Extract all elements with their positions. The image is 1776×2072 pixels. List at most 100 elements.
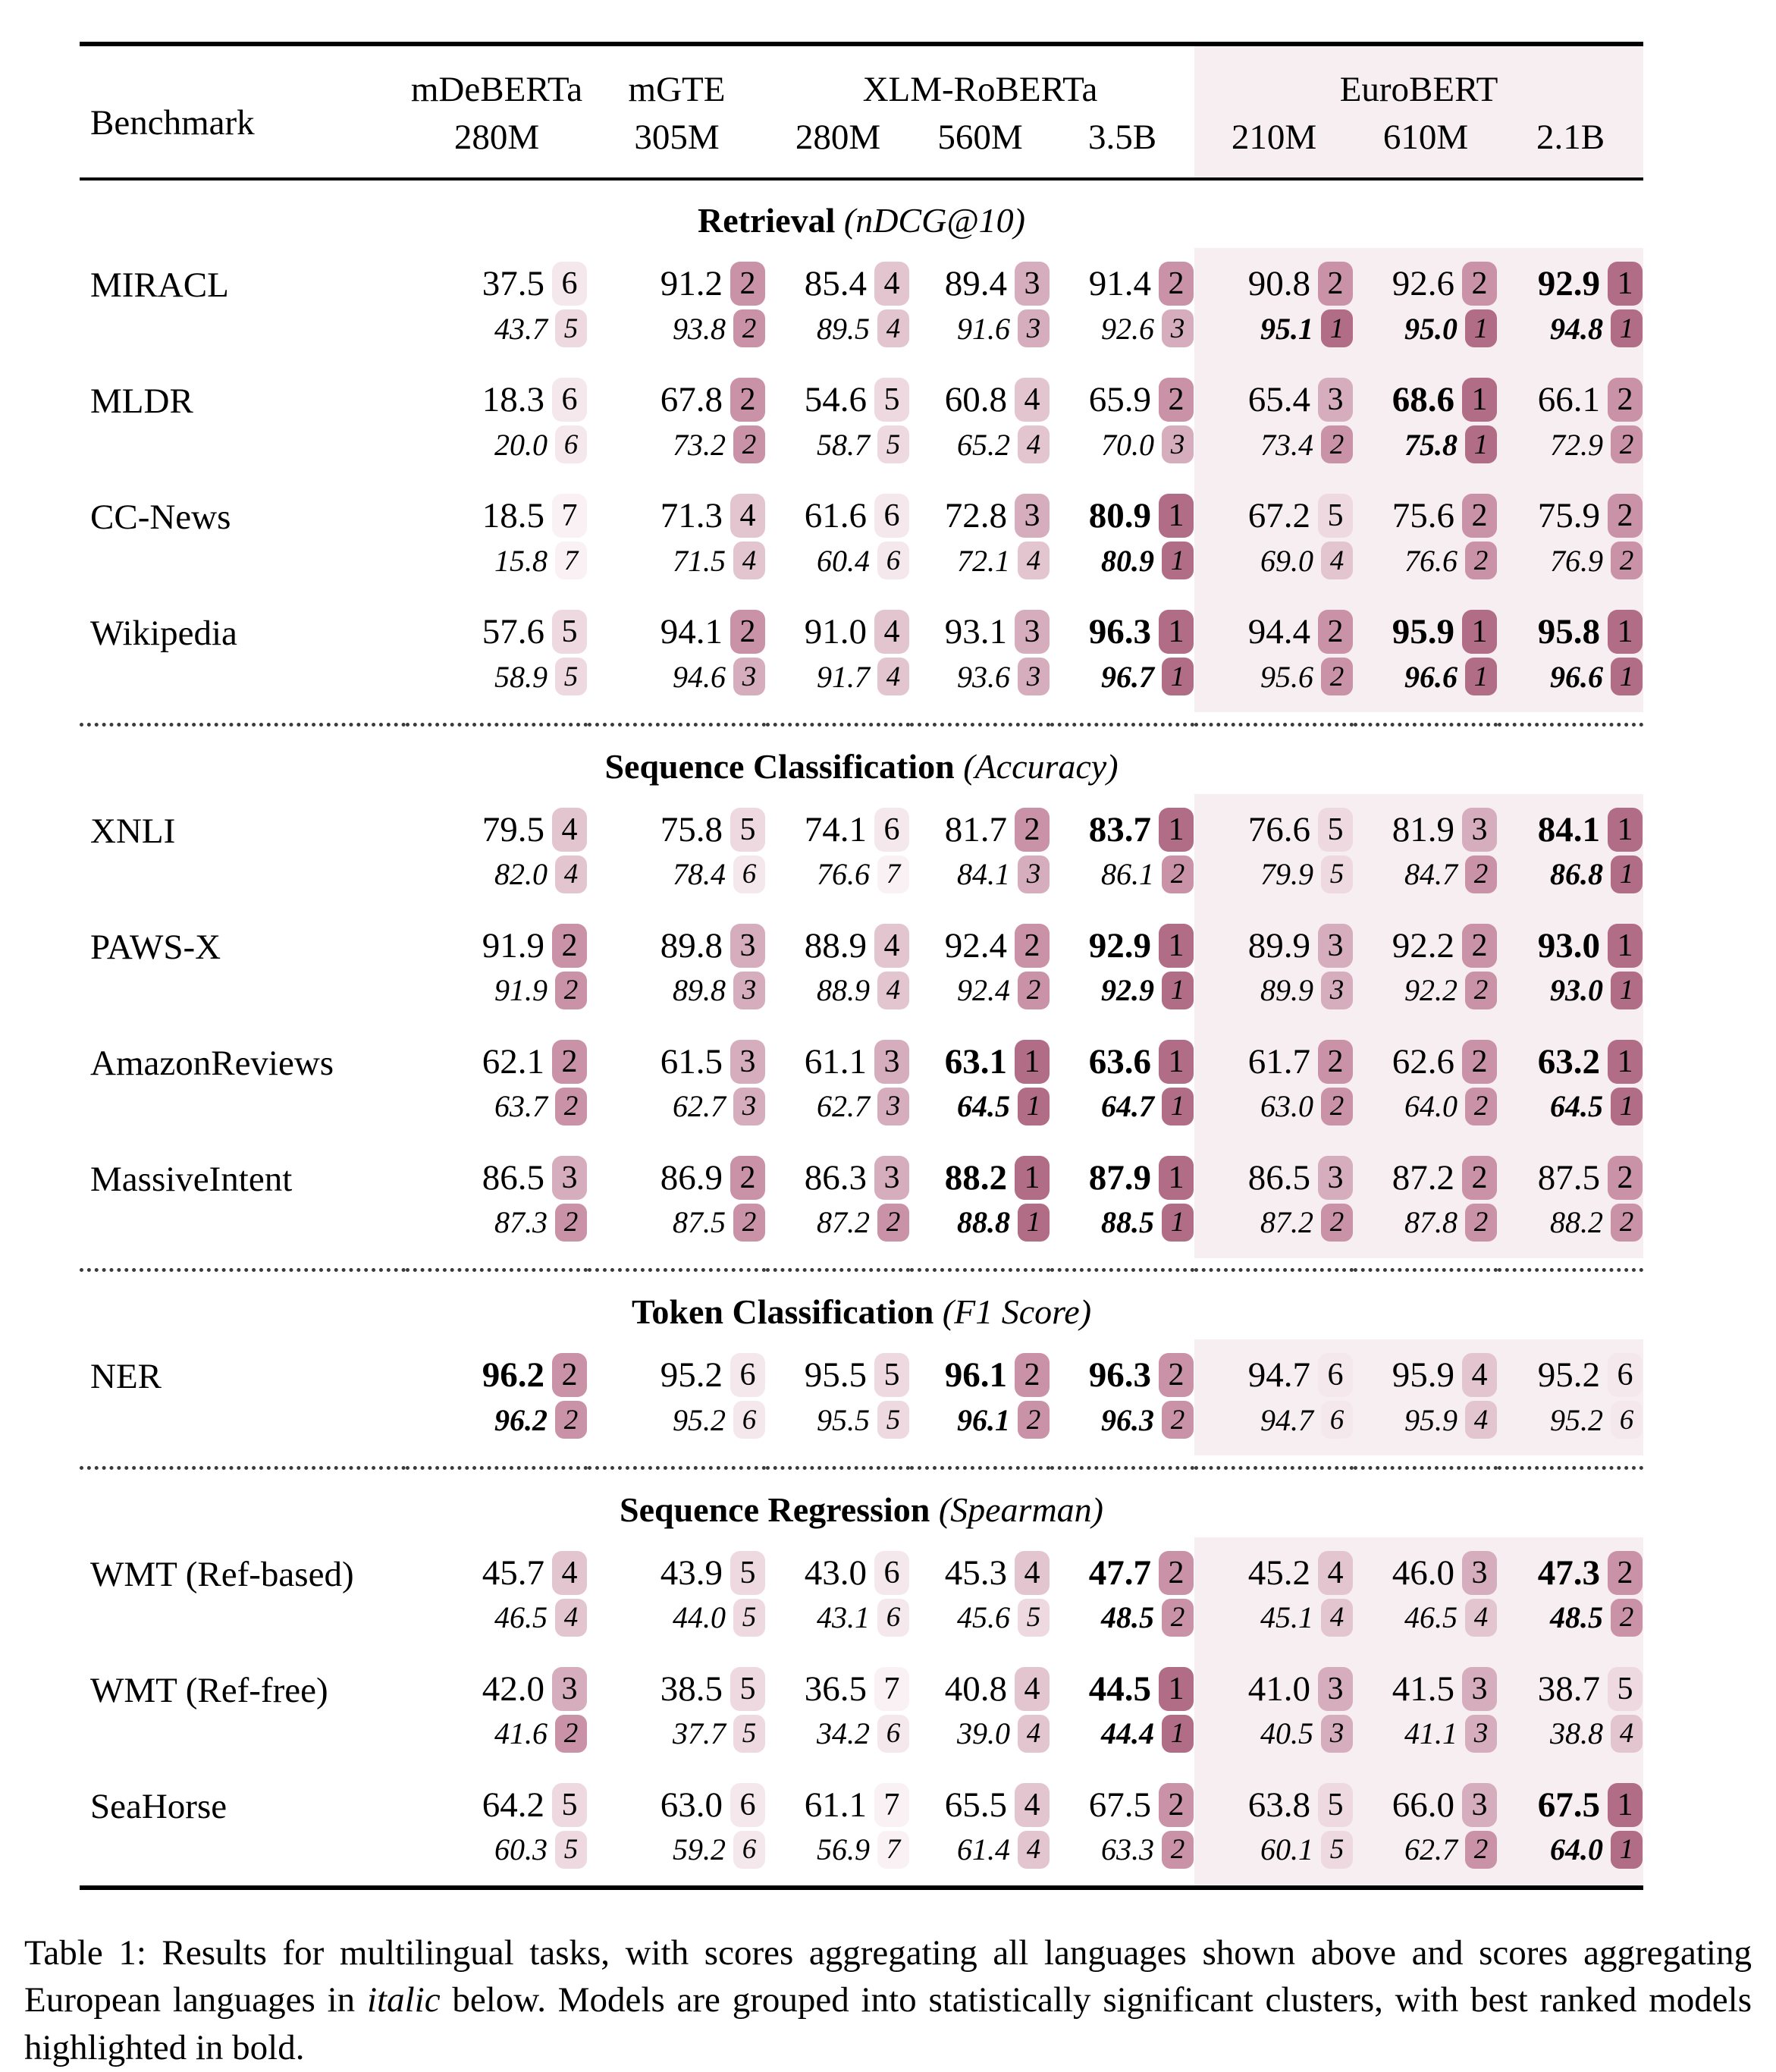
- rank-badge: 6: [552, 262, 587, 306]
- rank-badge: 3: [874, 1040, 909, 1084]
- benchmark-name: AmazonReviews: [80, 1026, 406, 1142]
- rank-badge: 2: [1318, 262, 1353, 306]
- rank-badge: 4: [1465, 1599, 1497, 1637]
- score-value-european: 39.0: [957, 1716, 1010, 1751]
- rank-badge: 6: [877, 542, 909, 579]
- rank-badge: 2: [1018, 972, 1050, 1009]
- rank-badge: 1: [1159, 1040, 1194, 1084]
- score-value-all: 96.3: [1089, 1355, 1151, 1395]
- score-value-all: 45.7: [482, 1552, 544, 1593]
- benchmark-name: PAWS-X: [80, 910, 406, 1026]
- rank-badge: 4: [1321, 1599, 1353, 1637]
- rank-badge: 2: [1608, 378, 1643, 422]
- rank-badge: 2: [1608, 1156, 1643, 1200]
- rank-badge: 2: [730, 378, 765, 422]
- rank-badge: 6: [730, 1353, 765, 1397]
- score-value-european: 93.6: [957, 659, 1010, 695]
- score-value-european: 15.8: [494, 543, 548, 579]
- score-value-european: 91.6: [957, 311, 1010, 347]
- score-value-all: 85.4: [805, 263, 867, 304]
- model-group-header: XLM-RoBERTa: [766, 44, 1194, 111]
- rank-badge: 3: [877, 1088, 909, 1125]
- score-value-european: 86.1: [1101, 856, 1154, 892]
- rank-badge: 4: [1465, 1401, 1497, 1439]
- rank-badge: 5: [555, 1831, 587, 1869]
- score-value-all: 89.9: [1248, 925, 1310, 966]
- score-value-all: 88.2: [945, 1157, 1007, 1198]
- rank-badge: 2: [733, 309, 765, 347]
- score-value-all: 62.1: [482, 1041, 544, 1082]
- score-value-european: 96.3: [1101, 1402, 1154, 1438]
- score-value-european: 96.1: [957, 1402, 1010, 1438]
- rank-badge: 1: [1159, 494, 1194, 538]
- rank-badge: 4: [1018, 425, 1050, 463]
- score-value-european: 64.5: [957, 1088, 1010, 1124]
- score-value-european: 64.0: [1404, 1088, 1458, 1124]
- score-value-all: 76.6: [1248, 809, 1310, 850]
- rank-badge: 6: [874, 1551, 909, 1595]
- score-value-european: 87.5: [673, 1204, 726, 1240]
- rank-badge: 6: [874, 808, 909, 852]
- score-value-european: 89.8: [673, 972, 726, 1008]
- rank-badge: 2: [1018, 1401, 1050, 1439]
- rank-badge: 2: [1015, 808, 1050, 852]
- rank-badge: 6: [1321, 1401, 1353, 1439]
- score-value-all: 67.5: [1089, 1785, 1151, 1826]
- score-value-european: 82.0: [494, 856, 548, 892]
- rank-badge: 2: [555, 1401, 587, 1439]
- rank-badge: 1: [1018, 1204, 1050, 1242]
- rank-badge: 3: [730, 1040, 765, 1084]
- rank-badge: 2: [1159, 1783, 1194, 1827]
- score-value-all: 75.9: [1538, 495, 1600, 536]
- rank-badge: 3: [1015, 610, 1050, 654]
- rank-badge: 2: [1465, 1831, 1497, 1869]
- rank-badge: 3: [730, 924, 765, 968]
- rank-badge: 2: [877, 1204, 909, 1242]
- score-value-european: 88.2: [1550, 1204, 1603, 1240]
- score-value-european: 60.1: [1260, 1832, 1313, 1867]
- rank-badge: 2: [552, 1353, 587, 1397]
- score-value-european: 95.2: [1550, 1402, 1603, 1438]
- rank-badge: 1: [1608, 924, 1643, 968]
- rank-badge: 4: [1611, 1715, 1643, 1753]
- rank-badge: 5: [555, 309, 587, 347]
- rank-badge: 5: [1318, 494, 1353, 538]
- rank-badge: 2: [730, 1156, 765, 1200]
- score-value-european: 20.0: [494, 427, 548, 463]
- score-value-european: 80.9: [1101, 543, 1154, 579]
